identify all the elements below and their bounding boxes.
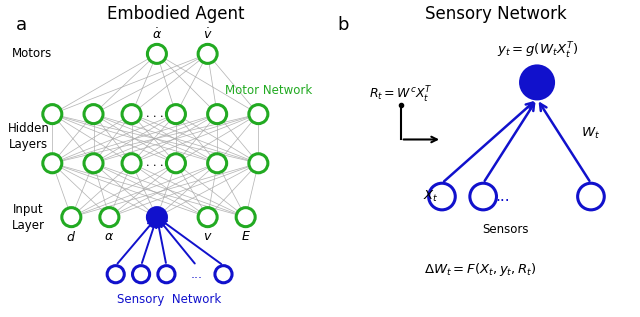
Text: $\alpha$: $\alpha$ xyxy=(104,230,115,243)
Circle shape xyxy=(62,208,81,227)
Circle shape xyxy=(84,154,103,173)
Text: Hidden
Layers: Hidden Layers xyxy=(8,122,49,151)
Circle shape xyxy=(198,44,217,63)
Circle shape xyxy=(122,105,141,124)
Circle shape xyxy=(429,183,455,210)
Text: b: b xyxy=(337,16,349,34)
Circle shape xyxy=(100,208,119,227)
Circle shape xyxy=(578,183,604,210)
Circle shape xyxy=(470,183,497,210)
Text: Sensory Network: Sensory Network xyxy=(425,5,567,23)
Text: $W_t$: $W_t$ xyxy=(582,126,600,141)
Text: ...: ... xyxy=(495,189,509,204)
Circle shape xyxy=(132,266,150,283)
Text: $\Delta W_t = F(X_t, y_t, R_t)$: $\Delta W_t = F(X_t, y_t, R_t)$ xyxy=(424,261,536,278)
Text: Embodied Agent: Embodied Agent xyxy=(107,5,244,23)
Circle shape xyxy=(215,266,232,283)
Circle shape xyxy=(236,208,255,227)
Circle shape xyxy=(166,105,186,124)
Text: $E$: $E$ xyxy=(241,230,251,243)
Circle shape xyxy=(207,105,227,124)
Circle shape xyxy=(147,208,166,227)
Circle shape xyxy=(166,154,186,173)
Text: $v$: $v$ xyxy=(203,230,212,243)
Text: $y_t = g(W_t X_t^T)$: $y_t = g(W_t X_t^T)$ xyxy=(497,41,577,61)
Text: Sensors: Sensors xyxy=(482,223,529,236)
Circle shape xyxy=(122,154,141,173)
Circle shape xyxy=(207,154,227,173)
Circle shape xyxy=(198,208,217,227)
Circle shape xyxy=(158,266,175,283)
Circle shape xyxy=(84,105,103,124)
Text: $\dot{\alpha}$: $\dot{\alpha}$ xyxy=(152,27,162,42)
Circle shape xyxy=(147,44,166,63)
Text: Motor Network: Motor Network xyxy=(225,84,312,97)
Text: . . .: . . . xyxy=(146,158,163,168)
Circle shape xyxy=(43,154,62,173)
Circle shape xyxy=(520,66,554,99)
Circle shape xyxy=(249,154,268,173)
Text: Motors: Motors xyxy=(12,47,52,61)
Circle shape xyxy=(43,105,62,124)
Text: a: a xyxy=(16,16,27,34)
Text: $X_t$: $X_t$ xyxy=(423,189,439,204)
Text: Sensory  Network: Sensory Network xyxy=(118,293,221,306)
Text: $R_t = W^c X_t^T$: $R_t = W^c X_t^T$ xyxy=(369,85,433,105)
Circle shape xyxy=(107,266,124,283)
Text: $\dot{v}$: $\dot{v}$ xyxy=(203,27,212,42)
Text: $d$: $d$ xyxy=(67,230,76,244)
Text: ...: ... xyxy=(191,268,202,281)
Text: Input
Layer: Input Layer xyxy=(12,203,45,232)
Circle shape xyxy=(249,105,268,124)
Text: . . .: . . . xyxy=(146,109,163,119)
